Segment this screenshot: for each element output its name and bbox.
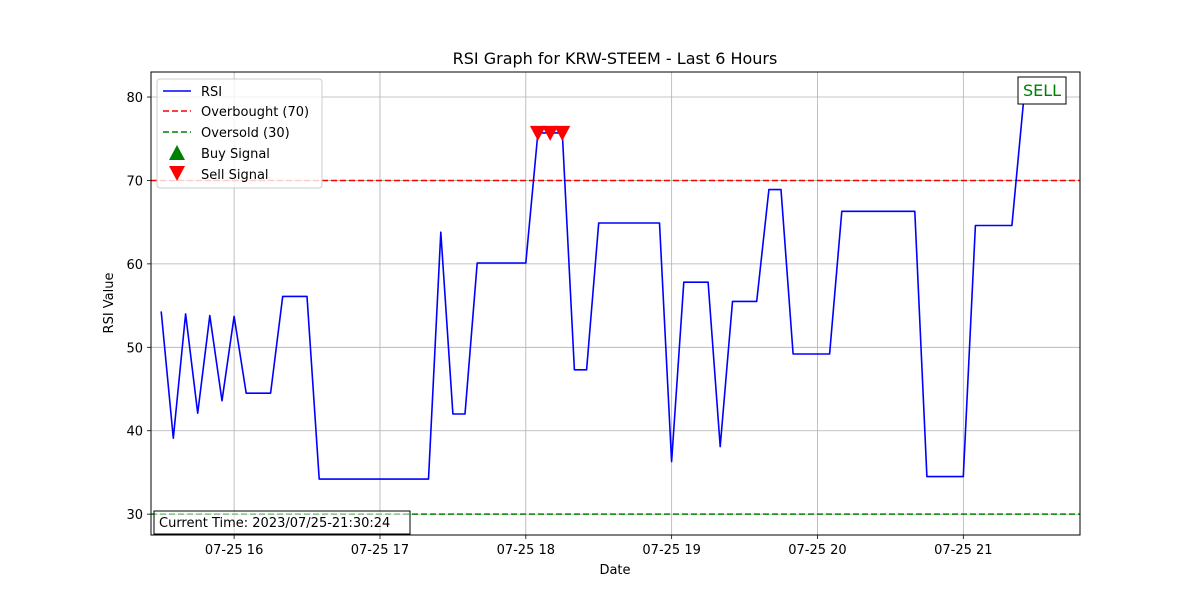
current-time-box: Current Time: 2023/07/25-21:30:24 [153, 510, 411, 535]
rsi-point [282, 296, 284, 298]
rsi-point [440, 231, 442, 233]
rsi-point [975, 225, 977, 227]
signal-markers [529, 125, 571, 141]
rsi-point [1011, 225, 1013, 227]
rsi-point [185, 313, 187, 315]
rsi-point [270, 392, 272, 394]
y-tick-label: 30 [126, 508, 143, 523]
x-axis-label: Date [599, 563, 630, 578]
rsi-point [209, 315, 211, 317]
rsi-point [841, 211, 843, 213]
rsi-point [245, 392, 247, 394]
signal-box-text: SELL [1023, 81, 1061, 100]
rsi-point [598, 222, 600, 224]
rsi-point [707, 281, 709, 283]
x-tick-label: 07-25 19 [642, 543, 700, 558]
rsi-point [768, 189, 770, 191]
rsi-point [963, 476, 965, 478]
y-tick-label: 50 [126, 341, 143, 356]
rsi-point [732, 301, 734, 303]
rsi-point [914, 211, 916, 213]
sell-signal-marker [542, 125, 559, 141]
series-layer [160, 95, 1025, 480]
rsi-point [756, 301, 758, 303]
x-axis-ticks: 07-25 16 07-25 17 07-25 18 07-25 19 07-25 20… [205, 535, 993, 558]
rsi-point [318, 478, 320, 480]
legend-frame [156, 78, 323, 189]
rsi-point [574, 369, 576, 371]
y-tick-label: 40 [126, 425, 143, 440]
rsi-point [452, 413, 454, 415]
rsi-point [173, 437, 175, 439]
y-axis-label: RSI Value [102, 273, 117, 334]
current-time-text: Current Time: 2023/07/25-21:30:24 [159, 516, 390, 531]
legend-swatch-sell [169, 166, 185, 181]
rsi-point [221, 400, 223, 402]
y-tick-label: 60 [126, 258, 143, 273]
plot-frame [150, 71, 1081, 536]
legend-swatch-buy [169, 145, 185, 160]
rsi-point [464, 413, 466, 415]
rsi-point [476, 262, 478, 264]
legend-label-buy: Buy Signal [201, 147, 270, 162]
sell-signal-marker [554, 125, 571, 141]
rsi-point [719, 446, 721, 448]
rsi-point [659, 222, 661, 224]
legend-label-sell: Sell Signal [201, 168, 269, 183]
rsi-point [792, 353, 794, 355]
rsi-point [525, 262, 527, 264]
rsi-point [428, 478, 430, 480]
rsi-point [926, 476, 928, 478]
x-tick-label: 07-25 21 [934, 543, 992, 558]
chart-title: RSI Graph for KRW-STEEM - Last 6 Hours [453, 49, 778, 68]
rsi-series-line [160, 95, 1025, 480]
rsi-point [233, 316, 235, 318]
legend: RSI Overbought (70) Oversold (30) Buy Si… [156, 78, 323, 189]
y-tick-label: 80 [126, 91, 143, 106]
x-tick-label: 07-25 16 [205, 543, 263, 558]
sell-signal-marker [529, 125, 546, 141]
y-tick-label: 70 [126, 174, 143, 189]
rsi-point [780, 189, 782, 191]
rsi-point [683, 281, 685, 283]
rsi-point [160, 311, 162, 313]
rsi-point [829, 353, 831, 355]
current-time-frame [153, 510, 411, 535]
rsi-point [197, 412, 199, 414]
rsi-point [586, 369, 588, 371]
x-tick-label: 07-25 20 [788, 543, 846, 558]
rsi-point [306, 296, 308, 298]
legend-label-overbought: Overbought (70) [201, 105, 309, 120]
signal-box-frame [1017, 76, 1067, 105]
legend-label-rsi: RSI [201, 85, 222, 100]
y-axis-ticks: 30 40 50 60 70 80 [126, 91, 151, 523]
signal-box: SELL [1017, 76, 1067, 105]
x-tick-label: 07-25 17 [351, 543, 409, 558]
x-tick-label: 07-25 18 [497, 543, 555, 558]
legend-label-oversold: Oversold (30) [201, 126, 290, 141]
rsi-point [671, 461, 673, 463]
